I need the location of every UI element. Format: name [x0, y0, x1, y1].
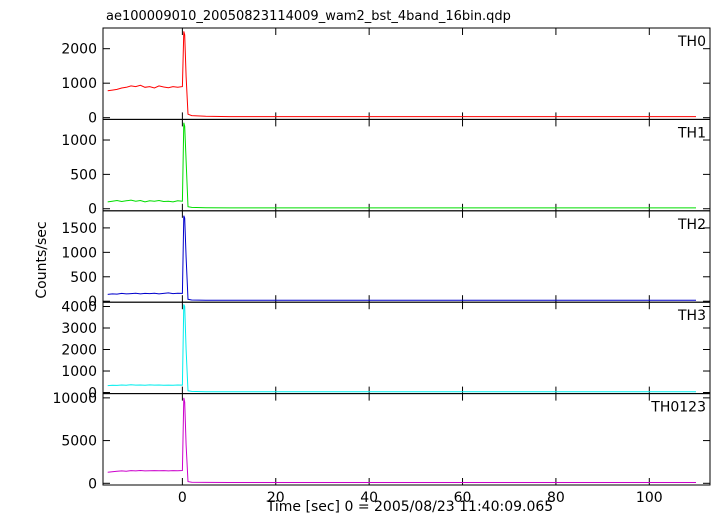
- y-tick-label-th2: 1500: [61, 221, 97, 237]
- panel-frame-th0: [102, 27, 711, 120]
- series-line-th2: [107, 215, 696, 301]
- panel-frame-th2: [102, 210, 711, 303]
- y-tick-label-th3: 2000: [61, 343, 97, 359]
- y-tick-label-th3: 1000: [61, 364, 97, 380]
- chart-title: ae100009010_20050823114009_wam2_bst_4ban…: [106, 9, 511, 24]
- y-tick-label-th3: 3000: [61, 321, 97, 337]
- panel-label-th1: TH1: [677, 125, 706, 141]
- y-tick-label-th2: 500: [70, 270, 97, 286]
- y-tick-label-th0123: 0: [88, 476, 97, 492]
- x-tick-label: 80: [547, 490, 565, 506]
- x-tick-label: 40: [360, 490, 378, 506]
- x-tick-label: 0: [178, 490, 187, 506]
- y-tick-label-th0: 2000: [61, 42, 97, 58]
- panel-label-th3: TH3: [677, 308, 706, 324]
- series-line-th0123: [107, 397, 696, 483]
- y-tick-label-th1: 1000: [61, 133, 97, 149]
- y-tick-label-th3: 0: [88, 386, 97, 402]
- y-tick-label-th2: 0: [88, 294, 97, 310]
- series-line-th0: [107, 31, 696, 118]
- x-axis-label: Time [sec] 0 = 2005/08/23 11:40:09.065: [266, 499, 553, 515]
- y-tick-label-th0: 0: [88, 111, 97, 127]
- panel-label-th0: TH0: [677, 34, 706, 50]
- y-tick-label-th0: 1000: [61, 76, 97, 92]
- panel-frame-th3: [102, 301, 711, 395]
- y-axis-label: Counts/sec: [34, 221, 50, 298]
- x-tick-label: 100: [636, 490, 663, 506]
- y-tick-label-th2: 1000: [61, 245, 97, 261]
- x-tick-label: 60: [454, 490, 472, 506]
- y-tick-label-th1: 0: [88, 202, 97, 218]
- panel-frame-th1: [102, 118, 711, 212]
- y-tick-label-th0123: 5000: [61, 434, 97, 450]
- x-tick-label: 20: [267, 490, 285, 506]
- y-tick-label-th0123: 10000: [52, 391, 97, 407]
- panel-frame-th0123: [102, 393, 711, 486]
- y-tick-label-th3: 4000: [61, 300, 97, 316]
- panel-label-th2: TH2: [677, 217, 706, 233]
- series-line-th1: [107, 122, 696, 209]
- series-line-th3: [107, 304, 696, 393]
- panel-label-th0123: TH0123: [650, 400, 706, 416]
- y-tick-label-th1: 500: [70, 167, 97, 183]
